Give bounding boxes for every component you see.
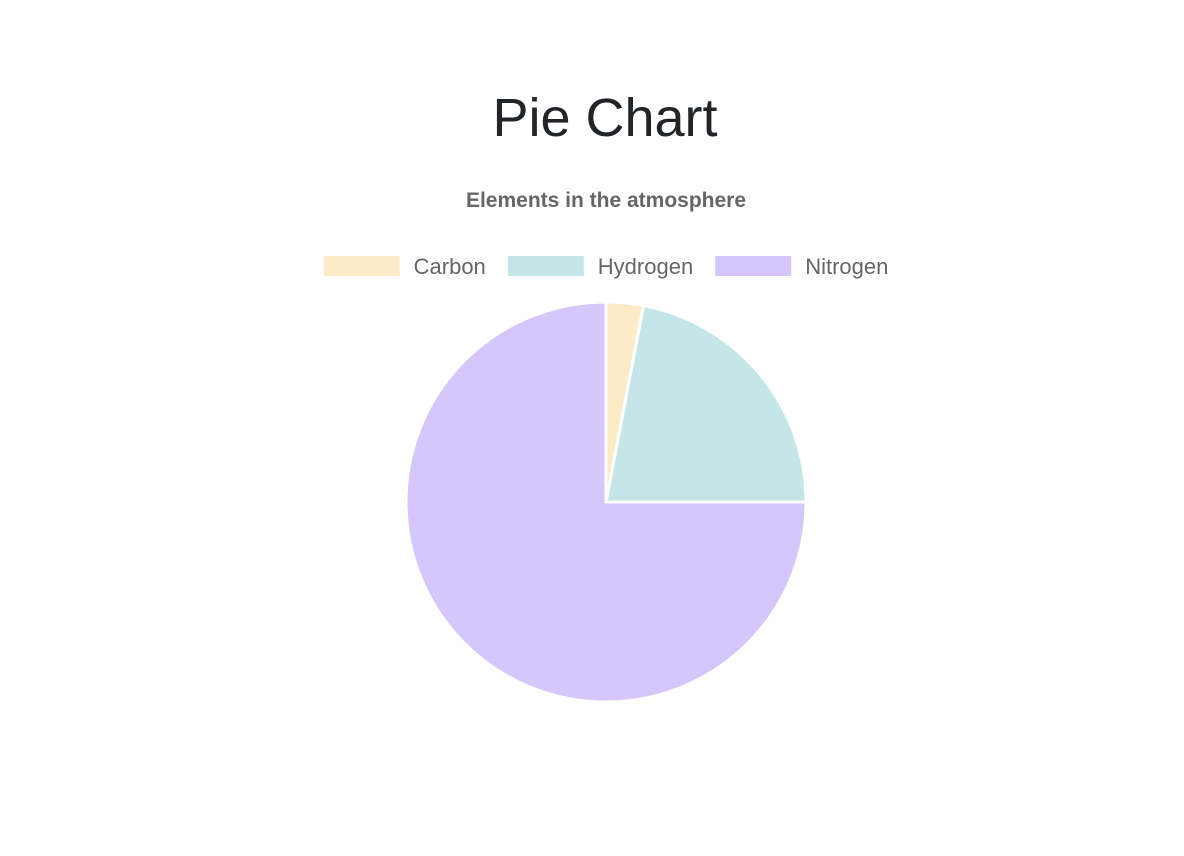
legend-item-hydrogen[interactable]: Hydrogen xyxy=(507,254,693,279)
legend-label: Hydrogen xyxy=(598,254,693,279)
pie-slice-hydrogen[interactable] xyxy=(604,304,808,504)
pie-slice-nitrogen[interactable] xyxy=(404,300,808,704)
legend-swatch xyxy=(715,256,792,276)
legend-item-nitrogen[interactable]: Nitrogen xyxy=(715,254,888,279)
legend-label: Carbon xyxy=(414,254,486,279)
chart-title: Elements in the atmosphere xyxy=(466,189,746,212)
legend-swatch xyxy=(507,256,584,276)
chart-legend: Carbon Hydrogen Nitrogen xyxy=(323,254,888,279)
legend-swatch xyxy=(323,256,400,276)
legend-item-carbon[interactable]: Carbon xyxy=(323,254,486,279)
pie-slices xyxy=(404,300,808,704)
page-title: Pie Chart xyxy=(492,88,718,148)
legend-label: Nitrogen xyxy=(805,254,888,279)
